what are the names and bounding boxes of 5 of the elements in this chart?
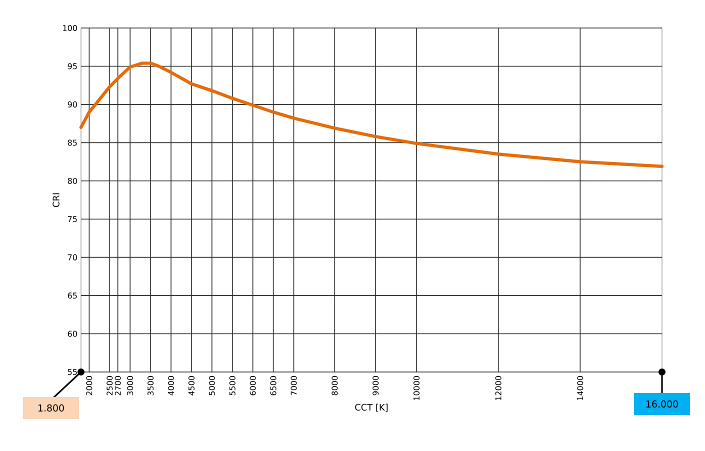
annotation: 1.800: [38, 404, 64, 412]
annotation: 16.000: [646, 400, 678, 408]
line-series: [79, 62, 664, 168]
y-axis-title: CRI: [52, 193, 60, 208]
x-axis-title: CCT [K]: [355, 404, 388, 412]
